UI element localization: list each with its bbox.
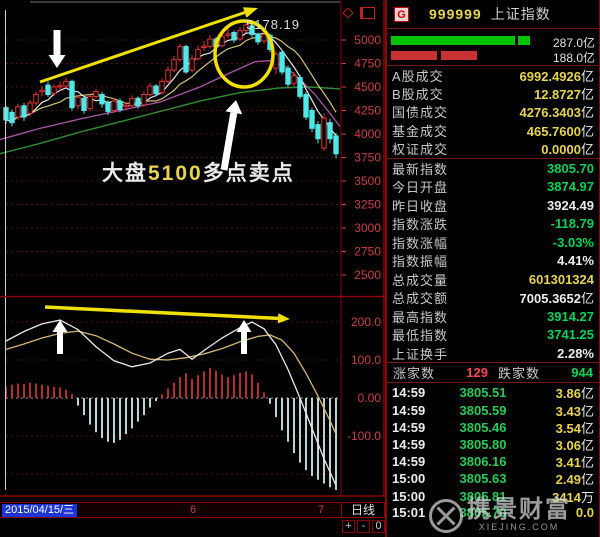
sell-note-suffix: 多点卖点 (202, 162, 295, 185)
decliners-count: 944 (571, 365, 593, 381)
quote-header: G 999999 上证指数 (387, 0, 599, 29)
tick-row: 14:59 3805.46 3.54亿 (392, 419, 594, 436)
stat-row: B股成交 12.8727亿 (392, 87, 594, 103)
stat-row: 昨日收盘 3924.49 (392, 197, 594, 214)
stat-row: 国债成交 4276.3403亿 (392, 105, 594, 121)
chart-corner-controls (342, 6, 383, 22)
svg-text:-100.0: -100.0 (347, 429, 381, 443)
sell-point-annotation: 大盘5100多点卖点 (102, 157, 295, 187)
zoom-in-button[interactable]: + (342, 520, 355, 533)
svg-text:4250: 4250 (354, 104, 381, 118)
zoom-out-button[interactable]: - (357, 520, 370, 533)
sell-volume-bar: 188.0亿 (387, 48, 599, 65)
svg-text:4000: 4000 (354, 127, 381, 141)
decliners-label: 跌家数 (498, 366, 541, 382)
svg-text:2750: 2750 (354, 245, 381, 259)
peak-price-label: 5178.19 (246, 17, 300, 32)
svg-text:3750: 3750 (354, 151, 381, 165)
turnover-stats: A股成交 6992.4926亿 B股成交 12.8727亿 国债成交 4276.3403亿… (387, 66, 599, 159)
stat-row: 权证成交 0.0000亿 (392, 142, 594, 158)
svg-text:4500: 4500 (354, 80, 381, 94)
advancers-count: 129 (466, 365, 488, 381)
svg-text:0.00: 0.00 (358, 391, 382, 405)
svg-text:4750: 4750 (354, 57, 381, 71)
buy-volume-bar: 287.0亿 (387, 33, 599, 50)
buy-bar-segment (518, 36, 530, 45)
tick-row: 15:00 3805.63 2.49亿 (392, 471, 594, 488)
current-date-badge: 2015/04/15/三 (2, 504, 78, 517)
sell-note-number: 5100 (148, 162, 203, 185)
period-selector[interactable]: 日线 (341, 502, 385, 518)
svg-text:3000: 3000 (354, 221, 381, 235)
zoom-controls: + - 0 (342, 520, 385, 533)
buy-volume-value: 287.0亿 (552, 36, 595, 50)
stat-row: 基金成交 465.7600亿 (392, 123, 594, 139)
svg-text:3500: 3500 (354, 174, 381, 188)
stat-row: 上证换手 2.28% (392, 345, 594, 362)
volume-bars: 287.0亿 188.0亿 (387, 29, 599, 66)
stat-row: 最低指数 3741.25 (392, 327, 594, 344)
svg-text:5000: 5000 (354, 33, 381, 47)
breadth-row: 涨家数 129 跌家数 944 (387, 363, 599, 384)
sell-volume-value: 188.0亿 (552, 51, 595, 65)
svg-text:3250: 3250 (354, 198, 381, 212)
stat-row: 最高指数 3914.27 (392, 308, 594, 325)
tick-row: 15:00 3805.81 3414万 (392, 488, 594, 505)
date-axis: 2015/04/15/三 6 7 (0, 502, 341, 518)
stock-code: 999999 (429, 6, 482, 22)
diamond-icon[interactable] (342, 7, 354, 19)
tick-row: 14:59 3806.16 3.41亿 (392, 454, 594, 471)
quote-panel: G 999999 上证指数 287.0亿 188.0亿 A股成交 6992.492… (385, 0, 600, 537)
chart-section: 5000 4750 4500 4250 4000 3750 3500 3250 3000 2750… (0, 0, 385, 537)
window-icon[interactable] (360, 7, 375, 19)
time-axis-bar: 2015/04/15/三 6 7 日线 + - 0 (0, 497, 385, 537)
tick-row: 14:59 3805.80 3.06亿 (392, 437, 594, 454)
tick-row: 15:01 3805.70 0.0 (392, 504, 594, 520)
tick-row: 14:59 3805.51 3.86亿 (392, 385, 594, 402)
sell-bar-segment (391, 51, 437, 60)
watermark-domain: XIEJING.COM (478, 522, 560, 532)
sell-bar-segment (441, 51, 477, 60)
buy-bar-segment (391, 36, 515, 45)
stat-row: A股成交 6992.4926亿 (392, 68, 594, 84)
month-tick-6: 6 (190, 504, 197, 516)
stat-row: 今日开盘 3874.97 (392, 179, 594, 196)
svg-text:100.0: 100.0 (351, 353, 381, 367)
stat-row: 指数振幅 4.41% (392, 253, 594, 270)
svg-text:200.0: 200.0 (351, 315, 381, 329)
svg-text:2500: 2500 (354, 268, 381, 282)
month-tick-7: 7 (318, 504, 325, 516)
stat-row: 指数涨跌 -118.79 (392, 216, 594, 233)
stock-name: 上证指数 (490, 6, 551, 22)
stat-row: 总成交额 7005.3652亿 (392, 291, 594, 307)
stat-row: 最新指数 3805.70 (392, 160, 594, 177)
tick-list: 14:59 3805.51 3.86亿 14:59 3805.59 3.43亿 14:59 3… (387, 383, 599, 521)
advancers-label: 涨家数 (393, 366, 436, 382)
index-stats: 最新指数 3805.70 今日开盘 3874.97 昨日收盘 3924.49 指数涨跌 -11… (387, 159, 599, 364)
stat-row: 总成交量 601301324 (392, 271, 594, 288)
zoom-reset-button[interactable]: 0 (372, 520, 385, 533)
kline-macd-chart[interactable]: 5000 4750 4500 4250 4000 3750 3500 3250 3000 2750… (0, 0, 385, 497)
stat-row: 指数涨幅 -3.03% (392, 234, 594, 251)
tick-row: 14:59 3805.59 3.43亿 (392, 402, 594, 419)
sell-note-prefix: 大盘 (102, 162, 148, 185)
g-icon[interactable]: G (394, 6, 409, 22)
